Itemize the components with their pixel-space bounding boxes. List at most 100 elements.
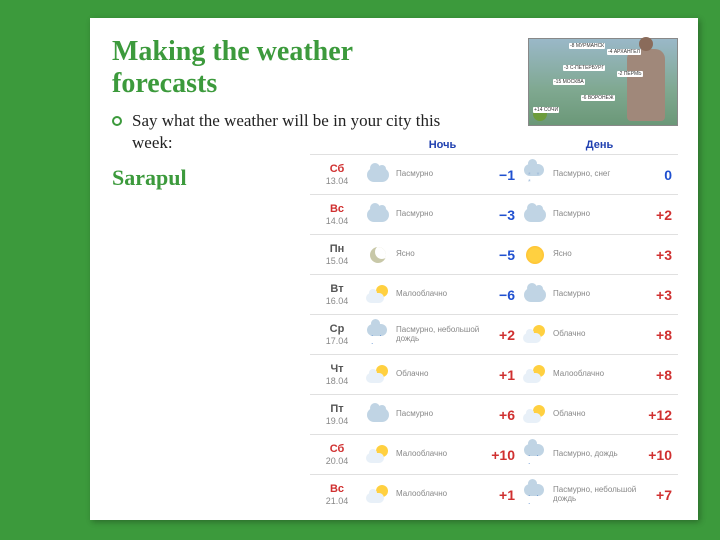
cloud-icon: [367, 408, 389, 422]
date-number: 17.04: [310, 336, 364, 347]
map-city-label: +14 СОЧИ: [533, 107, 559, 113]
temp-value: −1: [487, 167, 521, 183]
table-row: Сб13.04Пасмурно−1* * *Пасмурно, снег0: [310, 154, 678, 194]
forecast-night: Пасмурно−3: [364, 203, 521, 227]
forecast-day: Пасмурно+2: [521, 203, 678, 227]
condition-text: Пасмурно: [396, 410, 483, 419]
date-cell: Сб20.04: [310, 443, 364, 467]
date-cell: Сб13.04: [310, 163, 364, 187]
forecast-night: Ясно −5: [364, 243, 521, 267]
cloud-icon: [524, 208, 546, 222]
day-of-week: Ср: [310, 323, 364, 336]
date-cell: Чт18.04: [310, 363, 364, 387]
weather-icon: [521, 323, 549, 347]
temp-value: +12: [644, 407, 678, 423]
condition-text: Пасмурно: [396, 170, 483, 179]
weather-icon: [364, 363, 392, 387]
weather-icon: ․ ․ ․: [364, 323, 392, 347]
forecast-table: Ночь День Сб13.04Пасмурно−1* * *Пасмурно…: [310, 136, 678, 514]
slide-title: Making the weather forecasts: [112, 36, 452, 100]
cloud-icon: [367, 208, 389, 222]
map-city-label: -15 МОСКВА: [553, 79, 585, 85]
partly-cloudy-icon: [366, 485, 390, 505]
weather-icon: ․ ․ ․: [521, 483, 549, 507]
date-number: 19.04: [310, 416, 364, 427]
date-cell: Вс14.04: [310, 203, 364, 227]
day-of-week: Вт: [310, 283, 364, 296]
forecast-day: Пасмурно+3: [521, 283, 678, 307]
header-night: Ночь: [364, 139, 521, 151]
partly-cloudy-icon: [366, 285, 390, 305]
temp-value: −6: [487, 287, 521, 303]
temp-value: +1: [487, 367, 521, 383]
weather-icon: [364, 243, 392, 267]
forecast-day: ․ ․ ․Пасмурно, дождь+10: [521, 443, 678, 467]
table-header: Ночь День: [310, 136, 678, 154]
table-row: Ср17.04․ ․ ․Пасмурно, небольшой дождь+2О…: [310, 314, 678, 354]
date-cell: Вт16.04: [310, 283, 364, 307]
date-number: 13.04: [310, 176, 364, 187]
table-row: Вт16.04 Малооблачно −6Пасмурно+3: [310, 274, 678, 314]
condition-text: Ясно: [396, 250, 483, 259]
forecast-day: Облачно +8: [521, 323, 678, 347]
weather-icon: * * *: [521, 163, 549, 187]
table-row: Пт19.04 Пасмурно +6 Облачно +12: [310, 394, 678, 434]
map-city-label: -6 ВОРОНЕЖ: [581, 95, 615, 101]
temp-value: +8: [644, 327, 678, 343]
table-row: Чт18.04Облачно+1Малооблачно+8: [310, 354, 678, 394]
forecast-night: Пасмурно +6: [364, 403, 521, 427]
condition-text: Малооблачно: [396, 290, 483, 299]
forecast-night: ․ ․ ․Пасмурно, небольшой дождь+2: [364, 323, 521, 347]
temp-value: −5: [487, 247, 521, 263]
temp-value: +2: [487, 327, 521, 343]
weather-icon: [364, 403, 392, 427]
date-number: 20.04: [310, 456, 364, 467]
day-of-week: Чт: [310, 363, 364, 376]
map-city-label: -4 АРХАНГЕЛ: [607, 49, 641, 55]
moon-icon: [370, 247, 386, 263]
day-of-week: Пт: [310, 403, 364, 416]
date-number: 15.04: [310, 256, 364, 267]
forecast-night: Пасмурно −1: [364, 163, 521, 187]
temp-value: +10: [644, 447, 678, 463]
forecast-night: Малооблачно+10: [364, 443, 521, 467]
condition-text: Облачно: [553, 330, 640, 339]
weather-icon: [521, 283, 549, 307]
day-of-week: Вс: [310, 203, 364, 216]
weather-icon: [364, 203, 392, 227]
forecast-night: Малооблачно+1: [364, 483, 521, 507]
presenter-figure: [627, 49, 665, 121]
cloud-icon: [524, 288, 546, 302]
condition-text: Облачно: [553, 410, 640, 419]
temp-value: 0: [644, 167, 678, 183]
partly-cloudy-icon: [366, 365, 390, 385]
day-of-week: Пн: [310, 243, 364, 256]
partly-cloudy-icon: [523, 405, 547, 425]
weather-icon: ․ ․ ․: [521, 443, 549, 467]
forecast-day: Ясно +3: [521, 243, 678, 267]
temp-value: +2: [644, 207, 678, 223]
rain-icon: ․ ․ ․: [524, 444, 546, 466]
bullet-icon: [112, 116, 122, 126]
weather-icon: [521, 243, 549, 267]
weather-icon: [521, 403, 549, 427]
condition-text: Облачно: [396, 370, 483, 379]
temp-value: +10: [487, 447, 521, 463]
forecast-day: Облачно +12: [521, 403, 678, 427]
date-cell: Пт19.04: [310, 403, 364, 427]
temp-value: +3: [644, 247, 678, 263]
weather-icon: [364, 443, 392, 467]
date-number: 14.04: [310, 216, 364, 227]
header-day: День: [521, 139, 678, 151]
date-cell: Ср17.04: [310, 323, 364, 347]
day-of-week: Вс: [310, 483, 364, 496]
condition-text: Ясно: [553, 250, 640, 259]
weather-icon: [364, 283, 392, 307]
date-cell: Пн15.04: [310, 243, 364, 267]
rain-icon: ․ ․ ․: [524, 484, 546, 506]
weather-map-image: -8 МУРМАНСК-4 АРХАНГЕЛ-3 С-ПЕТЕРБУРГ-2 П…: [528, 38, 678, 126]
weather-icon: [364, 163, 392, 187]
temp-value: +6: [487, 407, 521, 423]
map-city-label: -3 С-ПЕТЕРБУРГ: [563, 65, 605, 71]
forecast-night: Облачно +1: [364, 363, 521, 387]
